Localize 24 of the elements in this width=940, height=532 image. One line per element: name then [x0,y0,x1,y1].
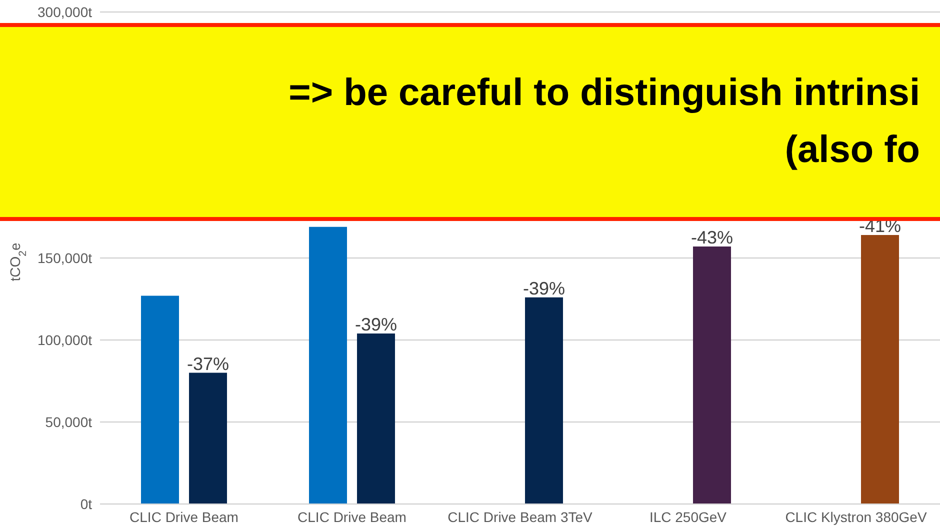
bar [189,372,227,504]
y-tick-label: 50,000t [45,414,92,430]
y-tick-label: 0t [80,496,92,512]
bar [357,333,395,504]
y-tick-label: 300,000t [38,4,92,20]
bar [309,226,347,504]
annotation: => be careful to distinguish intrinsi [288,71,920,116]
annotation: -43% [690,228,734,248]
annotation: -39% [354,314,398,334]
x-tick-label: CLIC Drive Beam [130,508,238,525]
y-tick-label: 150,000t [38,250,92,266]
x-tick-label: CLIC Drive Beam [298,508,406,525]
bar [525,297,563,504]
x-tick-label: CLIC Klystron 380GeV [785,508,928,525]
x-tick-label: CLIC Drive Beam 3TeV [448,508,594,525]
bar [693,246,731,504]
annotation: -39% [522,278,566,298]
bar [141,296,179,504]
annotation: (also fo [784,128,920,173]
warning-banner: => be careful to distinguish intrinsi (also fo [0,23,940,221]
x-tick-label: ILC 250GeV [649,508,728,525]
annotation: -37% [186,354,230,374]
y-tick-label: 100,000t [38,332,92,348]
bar [861,235,899,504]
